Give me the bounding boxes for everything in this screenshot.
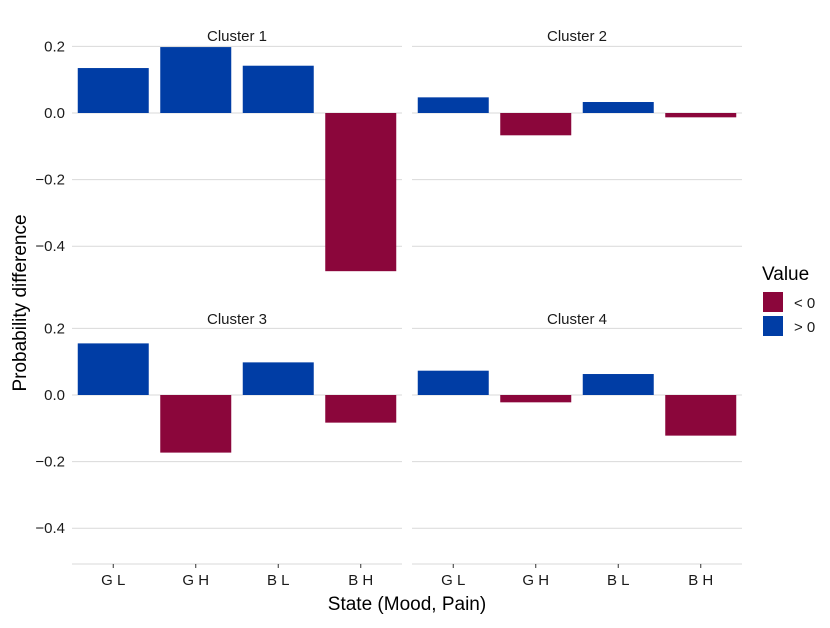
bar-gh: [160, 395, 232, 453]
bar-gl: [417, 97, 489, 113]
bar-bh: [325, 113, 397, 272]
bar-gh: [160, 47, 232, 113]
x-tick-label: B L: [607, 572, 630, 589]
bar-gl: [77, 343, 149, 395]
x-tick-label: B H: [688, 572, 713, 589]
bar-gh: [500, 395, 572, 403]
bar-bl: [582, 374, 654, 395]
legend-swatch-negative: [763, 292, 783, 312]
x-tick-label: B L: [267, 572, 290, 589]
bar-gh: [500, 113, 572, 136]
legend-title: Value: [762, 264, 809, 285]
y-tick-label: −0.4: [35, 520, 65, 537]
bar-gl: [77, 68, 149, 113]
y-tick-label: 0.0: [44, 387, 65, 404]
panel-title-2: Cluster 2: [547, 28, 607, 45]
x-tick-label: G L: [101, 572, 125, 589]
y-tick-label: 0.2: [44, 38, 65, 55]
x-axis-title: State (Mood, Pain): [328, 594, 486, 615]
bar-bl: [582, 102, 654, 113]
bar-gl: [417, 370, 489, 395]
y-tick-label: 0.0: [44, 105, 65, 122]
panel-title-4: Cluster 4: [547, 311, 607, 328]
chart-panels: Cluster 1 0.2 0.0 −0.2 −0.4 Cluster 2 Cluster …: [35, 28, 742, 589]
y-tick-label: −0.2: [35, 172, 65, 189]
bar-bh: [665, 395, 737, 436]
y-axis-title: Probability difference: [10, 214, 31, 391]
bar-bh: [325, 395, 397, 423]
y-tick-label: 0.2: [44, 320, 65, 337]
x-tick-label: G H: [182, 572, 209, 589]
panel-title-3: Cluster 3: [207, 311, 267, 328]
bar-bl: [242, 362, 314, 395]
legend-label-positive: > 0: [794, 319, 815, 336]
legend: Value < 0 > 0: [762, 264, 815, 336]
x-tick-label: B H: [348, 572, 373, 589]
y-tick-label: −0.2: [35, 454, 65, 471]
y-tick-label: −0.4: [35, 238, 65, 255]
x-tick-label: G H: [522, 572, 549, 589]
bar-bh: [665, 113, 737, 118]
legend-swatch-positive: [763, 316, 783, 336]
x-tick-label: G L: [441, 572, 465, 589]
legend-label-negative: < 0: [794, 295, 815, 312]
panel-title-1: Cluster 1: [207, 28, 267, 45]
bar-bl: [242, 65, 314, 113]
